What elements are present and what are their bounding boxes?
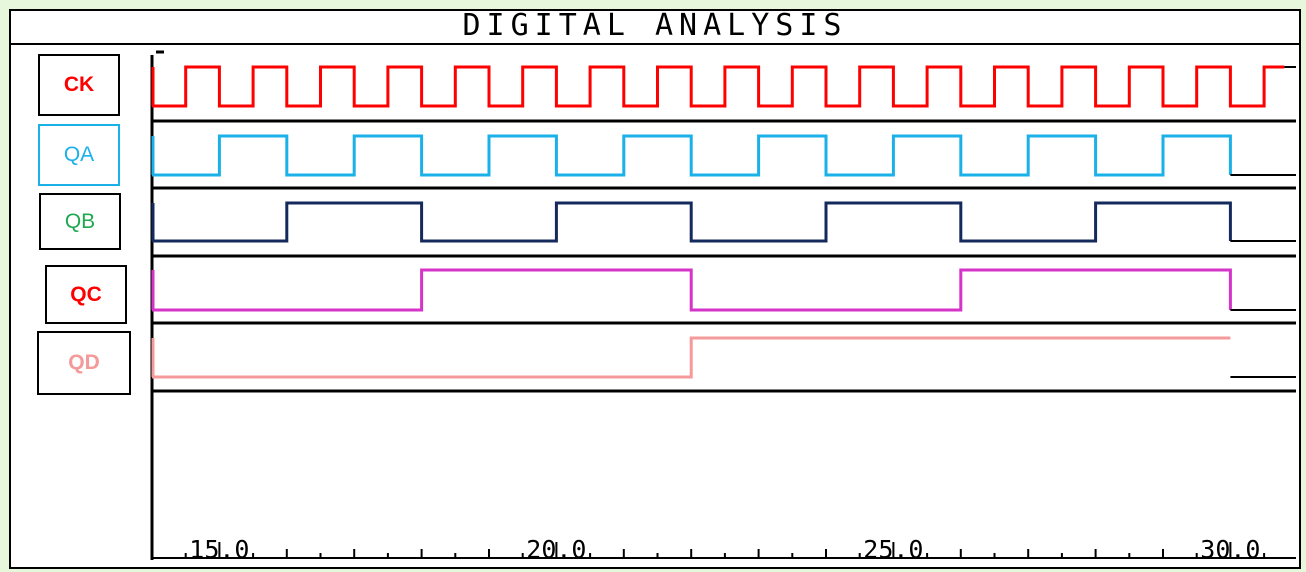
signal-label-text: CK — [63, 73, 95, 96]
x-tick-label: 15.0 — [189, 535, 249, 564]
x-tick-label: 20.0 — [526, 535, 586, 564]
signal-label-qb: QB — [39, 193, 121, 250]
signal-label-qc: QC — [45, 265, 127, 324]
waveform-ck — [152, 65, 1285, 108]
x-axis-ticks: 15.0 20.0 25.0 30.0 — [184, 535, 1266, 564]
signal-label-text: QD — [68, 351, 100, 374]
waveform-qb — [152, 201, 1232, 243]
plot-frame — [9, 9, 1301, 569]
chart-title: DIGITAL ANALYSIS — [462, 8, 848, 43]
waveform-qd — [152, 336, 1231, 379]
signal-label-qd: QD — [37, 331, 131, 395]
signal-label-text: QA — [63, 143, 95, 166]
plot-axes — [150, 50, 1296, 560]
x-tick-label: 25.0 — [863, 535, 923, 564]
waveform-qc — [152, 268, 1232, 312]
signal-label-qa: QA — [38, 124, 120, 186]
waveform-qa — [152, 134, 1232, 177]
signal-label-text: QC — [70, 282, 102, 306]
waveforms — [151, 65, 1296, 379]
x-tick-label: 30.0 — [1200, 535, 1260, 564]
signal-label-ck: CK — [38, 54, 120, 116]
signal-label-text: QB — [64, 209, 96, 233]
title-bar: DIGITAL ANALYSIS — [9, 9, 1301, 45]
